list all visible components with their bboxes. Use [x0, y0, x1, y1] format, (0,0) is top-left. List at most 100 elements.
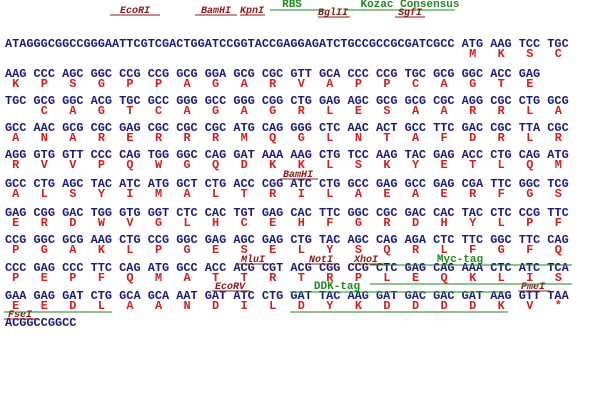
dna-sequence: AAG CCC AGC GGC CCG CCG GCG GGA GCG CGC … — [5, 67, 540, 81]
amino-acid: Q — [383, 243, 390, 257]
amino-acid: Q — [212, 158, 219, 172]
tag-label: Kozac Consensus — [360, 0, 459, 11]
amino-acid: A — [69, 243, 77, 257]
amino-acid: G — [155, 216, 162, 230]
amino-acid: R — [555, 131, 563, 145]
dna-sequence: ATAGGGCGGCCGGGAATTCGTCGACTGGATCCGGTACCGA… — [5, 37, 569, 51]
enzyme-label: FseI — [8, 310, 32, 321]
amino-acid: E — [212, 243, 219, 257]
dna-sequence: TGC GCG GGC ACG TGC GCC GGG GCC GGG CGG … — [5, 94, 569, 108]
amino-acid: L — [98, 299, 105, 313]
amino-acid: A — [155, 299, 163, 313]
amino-acid: P — [12, 271, 19, 285]
amino-acid: H — [441, 216, 448, 230]
amino-acid: A — [183, 271, 191, 285]
amino-acid: G — [526, 187, 533, 201]
amino-acid: L — [298, 243, 305, 257]
amino-acid: K — [498, 47, 506, 61]
amino-acid: A — [441, 77, 449, 91]
dna-sequence: CCG GGC GCG AAG CTG CCG GGC GAG AGC GAG … — [5, 233, 569, 247]
amino-acid: M — [155, 187, 162, 201]
dna-sequence: AGG GTG GTT CCC CAG TGG GGC CAG GAT AAA … — [5, 148, 569, 162]
amino-acid: N — [183, 299, 190, 313]
amino-acid: E — [269, 243, 276, 257]
amino-acid: F — [326, 216, 333, 230]
amino-acid: G — [355, 216, 362, 230]
amino-acid: R — [98, 131, 106, 145]
amino-acid: C — [555, 47, 562, 61]
amino-acid: D — [412, 299, 419, 313]
amino-acid: F — [555, 216, 562, 230]
amino-acid: C — [41, 104, 48, 118]
amino-acid: S — [555, 271, 562, 285]
amino-acid: S — [526, 47, 533, 61]
dna-sequence: GCC AAC GCG CGC GAG CGC CGC CGC ATG CAG … — [5, 121, 569, 135]
amino-acid: Q — [126, 271, 133, 285]
amino-acid: A — [12, 131, 20, 145]
amino-acid: V — [298, 77, 306, 91]
amino-acid: F — [526, 243, 533, 257]
amino-acid: P — [355, 271, 362, 285]
amino-acid: T — [241, 187, 248, 201]
tag-label: RBS — [282, 0, 302, 11]
amino-acid: T — [469, 158, 476, 172]
amino-acid: G — [183, 158, 190, 172]
amino-acid: H — [212, 216, 219, 230]
amino-acid: E — [412, 271, 419, 285]
amino-acid: P — [98, 158, 105, 172]
amino-acid: Q — [526, 158, 533, 172]
amino-acid: D — [469, 131, 476, 145]
amino-acid: A — [183, 187, 191, 201]
amino-acid: P — [355, 77, 362, 91]
amino-acid: Q — [441, 271, 448, 285]
amino-acid: W — [155, 158, 163, 172]
amino-acid: P — [383, 77, 390, 91]
amino-acid: Y — [469, 216, 477, 230]
amino-acid: G — [498, 243, 505, 257]
amino-acid: K — [269, 158, 277, 172]
amino-acid: Y — [412, 158, 420, 172]
amino-acid: A — [126, 299, 134, 313]
amino-acid: V — [526, 299, 534, 313]
amino-acid: R — [41, 216, 49, 230]
amino-acid: R — [183, 131, 191, 145]
enzyme-label: EcoRI — [120, 6, 150, 17]
amino-acid: K — [12, 77, 20, 91]
amino-acid: M — [241, 131, 248, 145]
amino-acid: P — [41, 77, 48, 91]
amino-acid: K — [469, 271, 477, 285]
amino-acid: L — [383, 271, 390, 285]
amino-acid: E — [441, 187, 448, 201]
amino-acid: D — [441, 299, 448, 313]
amino-acid: Q — [126, 158, 133, 172]
amino-acid: R — [212, 131, 220, 145]
amino-acid: T — [212, 271, 219, 285]
amino-acid: G — [183, 243, 190, 257]
amino-acid: A — [326, 77, 334, 91]
amino-acid: I — [241, 299, 248, 313]
amino-acid: K — [298, 158, 306, 172]
amino-acid: D — [212, 299, 219, 313]
amino-acid: L — [183, 216, 190, 230]
amino-acid: G — [98, 104, 105, 118]
amino-acid: L — [498, 216, 505, 230]
amino-acid: G — [298, 131, 305, 145]
enzyme-label: BamHI — [201, 6, 231, 17]
amino-acid: T — [498, 77, 505, 91]
amino-acid: E — [126, 131, 133, 145]
amino-acid: R — [155, 131, 163, 145]
amino-acid: D — [469, 299, 476, 313]
enzyme-label: BglII — [318, 7, 348, 19]
amino-acid: D — [383, 299, 390, 313]
amino-acid: R — [383, 216, 391, 230]
amino-acid: K — [98, 243, 106, 257]
amino-acid: L — [326, 131, 333, 145]
amino-acid: F — [441, 131, 448, 145]
amino-acid: T — [298, 271, 305, 285]
amino-acid: L — [498, 158, 505, 172]
amino-acid: A — [412, 131, 420, 145]
amino-acid: R — [12, 158, 20, 172]
amino-acid: L — [326, 104, 333, 118]
amino-acid: V — [69, 158, 77, 172]
